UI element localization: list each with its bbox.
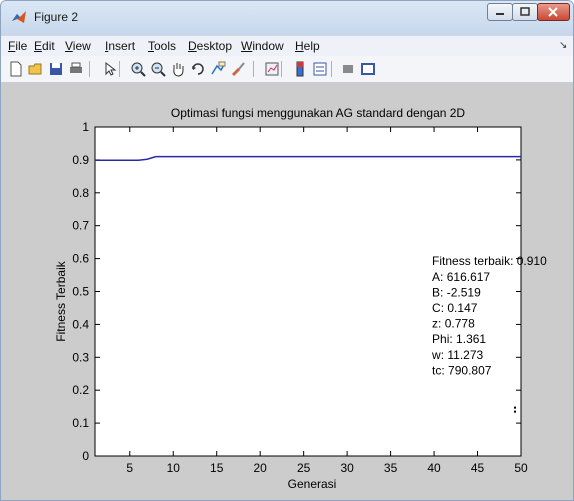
rotate-3d-icon[interactable] [189,60,207,78]
data-tip-line: tc: 790.807 [432,363,492,377]
colorbar-icon[interactable] [291,60,309,78]
hide-plot-tools-icon[interactable] [339,60,357,78]
y-tick-label: 0.7 [72,219,89,233]
open-file-icon[interactable] [27,60,45,78]
window-title: Figure 2 [34,10,79,24]
menu-tools[interactable]: Tools [148,39,177,53]
print-icon[interactable] [67,60,85,78]
menu-bar: ↘ File Edit View Insert Tools Desktop Window He… [1,35,573,56]
menu-edit[interactable]: Edit [34,39,55,53]
close-icon [548,7,558,17]
figure-canvas: 5 10 15 20 25 30 35 40 45 50 0 0.1 0.2 0.3 0.4 0.5 0.6 0.… [1,83,573,500]
x-tick-label: 25 [297,461,311,475]
data-tip-marker [514,410,516,413]
data-tip-line: C: 0.147 [432,301,478,315]
data-tip-line: B: -2.519 [432,285,481,299]
menu-file[interactable]: File [8,39,28,53]
x-tick-label: 30 [340,461,354,475]
menu-window[interactable]: Window [241,39,284,53]
data-tip-line: Phi: 1.361 [432,332,486,346]
legend-icon[interactable] [311,60,329,78]
new-figure-icon[interactable] [7,60,25,78]
zoom-in-icon[interactable] [129,60,147,78]
x-tick-label: 15 [210,461,224,475]
data-tip-line: A: 616.617 [432,270,490,284]
y-tick-label: 0 [82,449,89,463]
data-cursor-icon[interactable] [209,60,227,78]
save-icon[interactable] [47,60,65,78]
x-tick-label: 45 [471,461,485,475]
x-axis-label: Generasi [288,477,337,491]
zoom-out-icon[interactable] [149,60,167,78]
y-tick-label: 0.2 [72,383,89,397]
minimize-icon [496,13,504,15]
close-button[interactable] [537,3,570,21]
x-tick-label: 35 [384,461,398,475]
menu-overflow-icon[interactable]: ↘ [559,40,568,51]
data-tip-marker [514,406,516,409]
toolbar-separator [253,61,254,77]
y-tick-label: 1 [82,120,89,134]
x-tick-label: 5 [126,461,133,475]
x-tick-label: 50 [514,461,528,475]
edit-plot-arrow-icon[interactable] [101,60,119,78]
figure-toolbar [1,56,573,83]
y-tick-label: 0.3 [72,350,89,364]
x-tick-label: 10 [167,461,181,475]
chart-title: Optimasi fungsi menggunakan AG standard … [171,106,466,120]
brush-icon[interactable] [229,60,247,78]
toolbar-separator [119,61,120,77]
data-tip-line: w: 11.273 [431,348,483,362]
data-tip-line: z: 0.778 [432,317,475,331]
pan-hand-icon[interactable] [169,60,187,78]
menu-view[interactable]: View [65,39,91,53]
minimize-button[interactable] [487,3,513,21]
toolbar-separator [89,61,90,77]
matlab-logo-icon [12,11,26,23]
menu-help[interactable]: Help [295,39,320,53]
line-chart: 5 10 15 20 25 30 35 40 45 50 0 0.1 0.2 0.3 0.4 0.5 0.6 0.… [54,106,547,491]
y-tick-label: 0.8 [72,186,89,200]
y-tick-label: 0.5 [72,285,89,299]
title-bar[interactable]: Figure 2 [1,1,573,35]
x-tick-label: 40 [427,461,441,475]
y-tick-label: 0.4 [72,317,89,331]
series-line [95,155,521,161]
show-plot-tools-icon[interactable] [359,60,377,78]
plot-area [94,126,522,457]
menu-desktop[interactable]: Desktop [188,39,233,53]
y-axis-label: Fitness Terbaik [54,260,68,341]
menu-insert[interactable]: Insert [105,39,136,53]
maximize-icon [520,7,530,16]
y-tick-label: 0.1 [72,416,89,430]
y-tick-label: 0.6 [72,252,89,266]
link-plot-icon[interactable] [263,60,281,78]
maximize-button[interactable] [512,3,538,21]
y-tick-label: 0.9 [72,153,89,167]
x-tick-label: 20 [254,461,268,475]
toolbar-separator [281,61,282,77]
toolbar-separator [331,61,332,77]
data-tip-line: Fitness terbaik: 0.910 [432,254,547,268]
